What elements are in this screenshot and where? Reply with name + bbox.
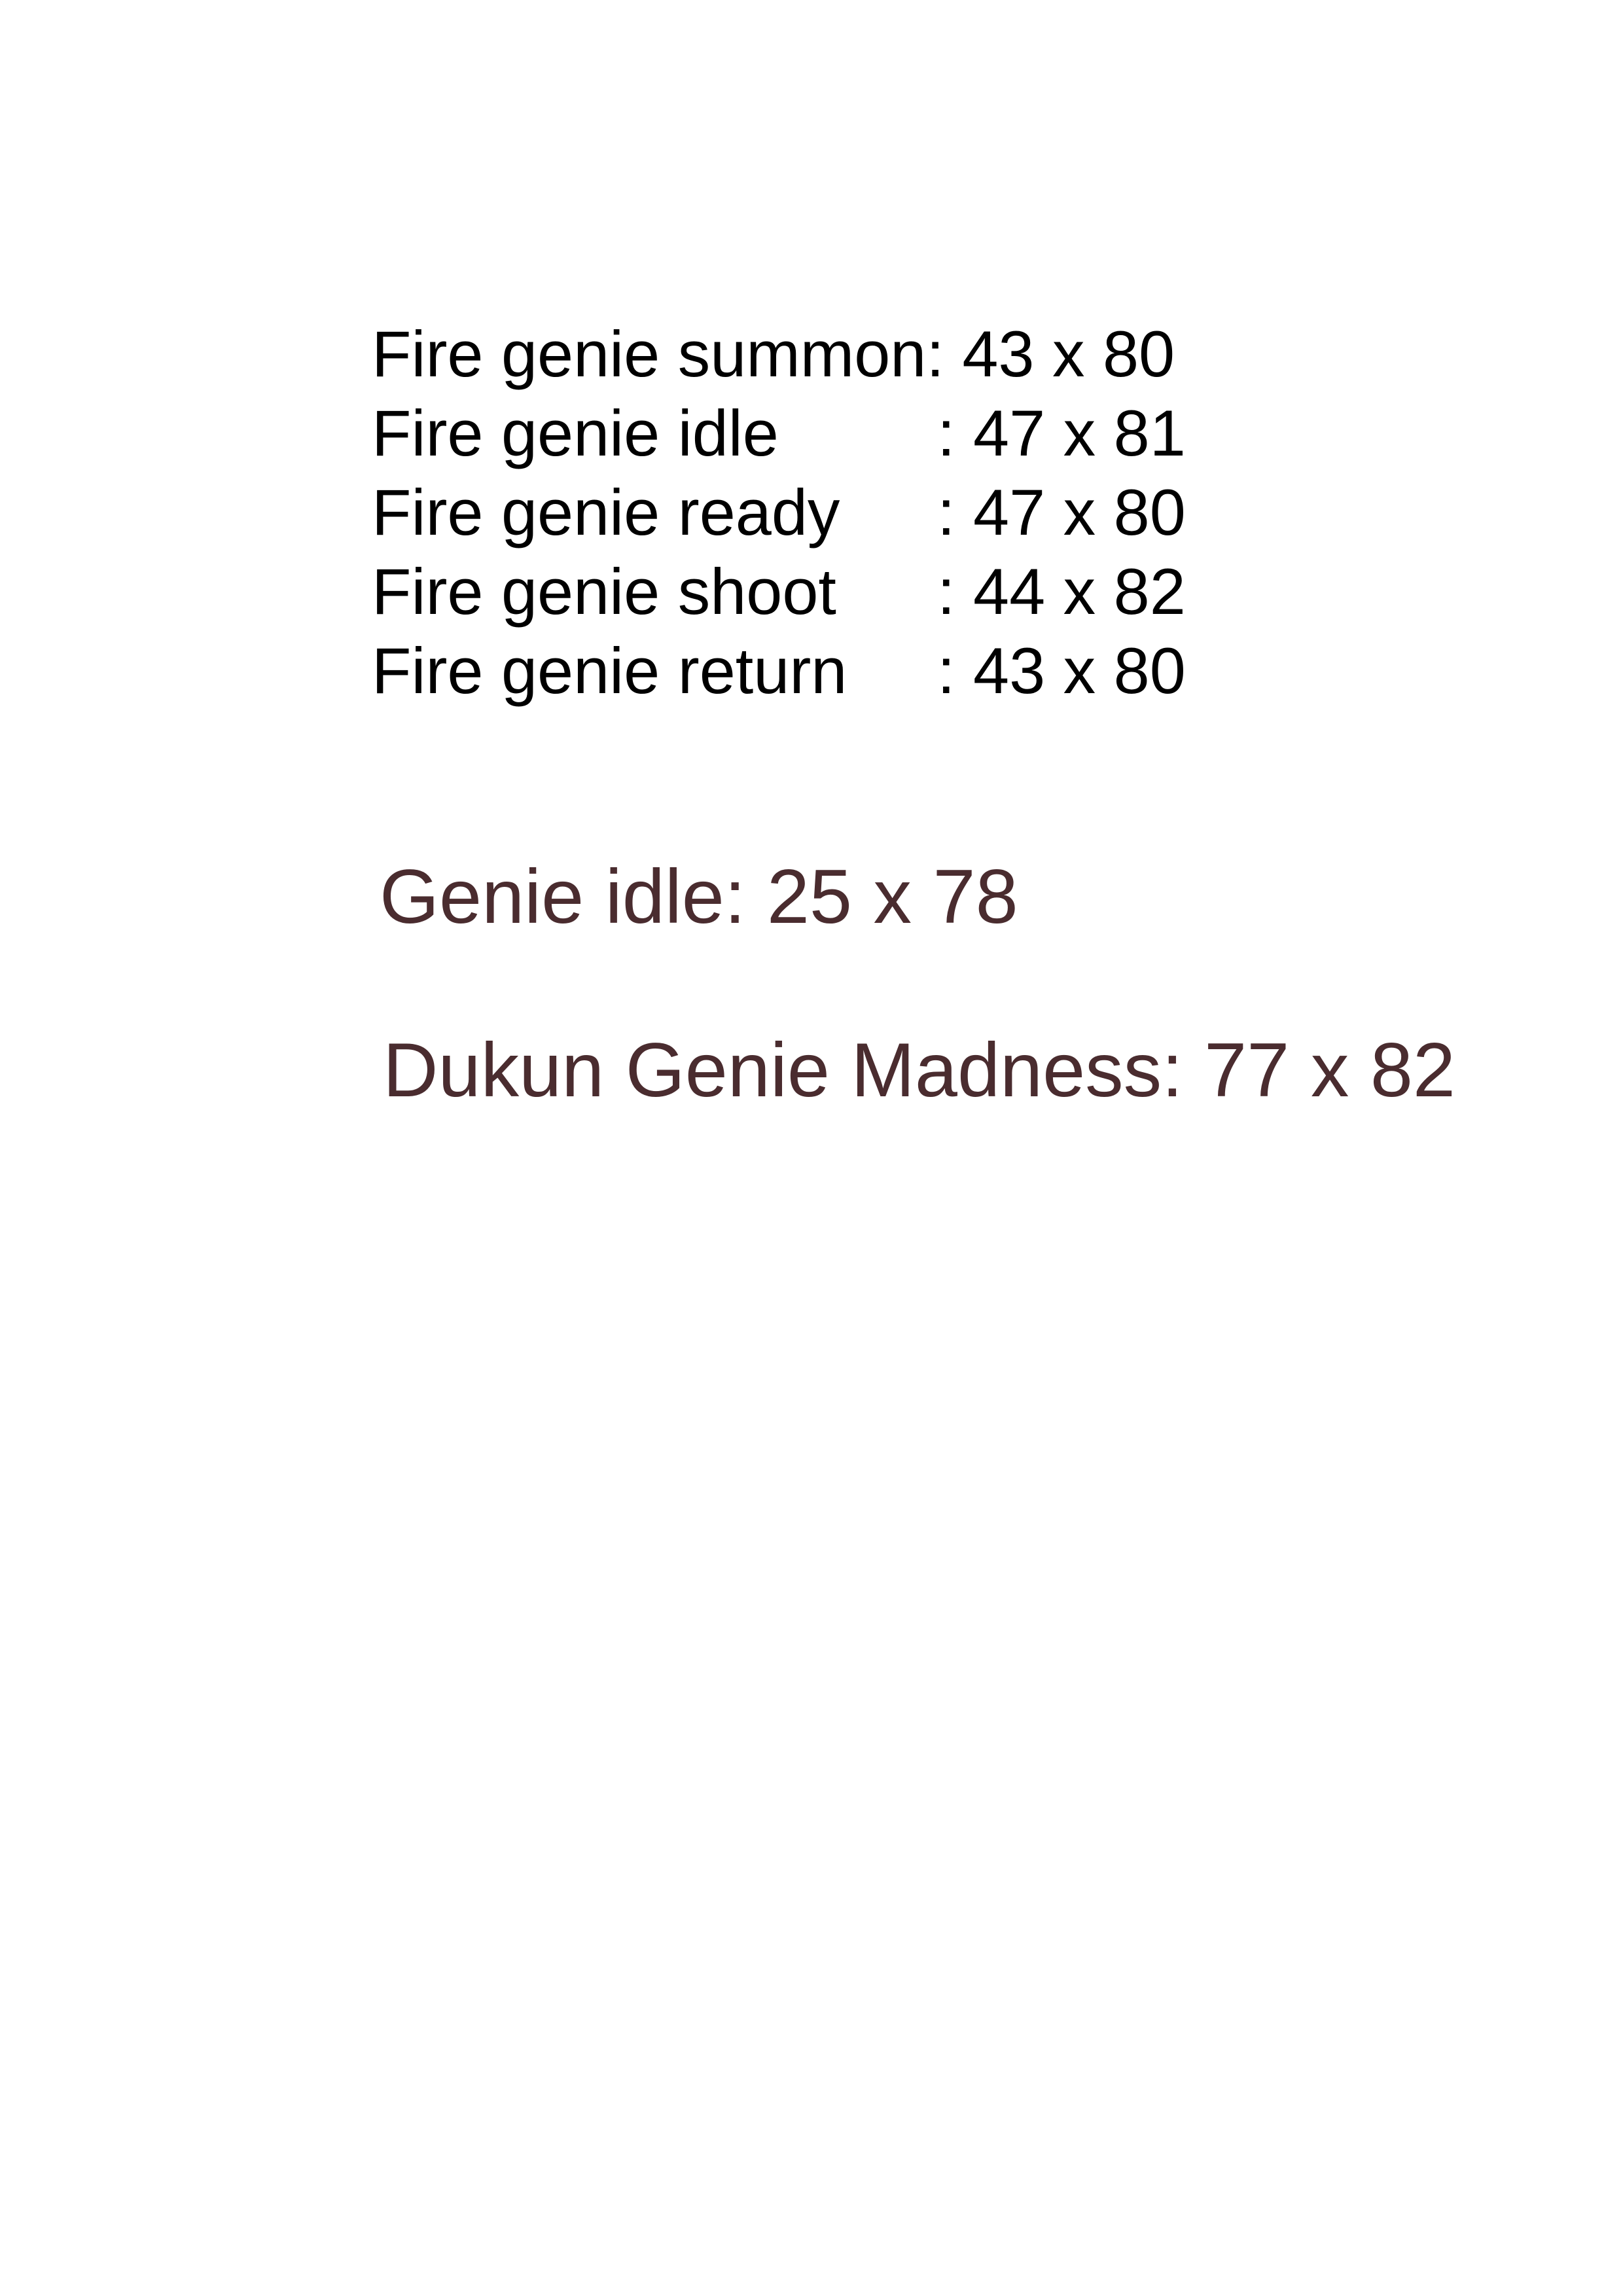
fire-genie-summon-size: : 43 x 80: [926, 317, 1175, 390]
fire-genie-return-label: Fire genie return: [372, 634, 847, 707]
fire-genie-summon-row: Fire genie summon: 43 x 80: [372, 314, 1186, 393]
fire-genie-shoot-row: Fire genie shoot : 44 x 82: [372, 552, 1186, 631]
fire-genie-summon-label: Fire genie summon: [372, 317, 927, 390]
fire-genie-ready-row: Fire genie ready : 47 x 80: [372, 473, 1186, 552]
fire-genie-idle-label: Fire genie idle: [372, 397, 779, 469]
fire-genie-ready-label: Fire genie ready: [372, 476, 840, 548]
fire-genie-size-list: Fire genie summon: 43 x 80 Fire genie id…: [372, 314, 1186, 710]
dukun-genie-madness-size: Dukun Genie Madness: 77 x 82: [383, 1027, 1455, 1113]
fire-genie-shoot-size: : 44 x 82: [937, 555, 1186, 628]
fire-genie-return-size: : 43 x 80: [937, 634, 1186, 707]
fire-genie-idle-size: : 47 x 81: [937, 397, 1186, 469]
fire-genie-idle-row: Fire genie idle : 47 x 81: [372, 393, 1186, 473]
genie-idle-size: Genie idle: 25 x 78: [380, 853, 1018, 939]
fire-genie-shoot-label: Fire genie shoot: [372, 555, 836, 628]
fire-genie-return-row: Fire genie return : 43 x 80: [372, 631, 1186, 710]
fire-genie-ready-size: : 47 x 80: [937, 476, 1186, 548]
